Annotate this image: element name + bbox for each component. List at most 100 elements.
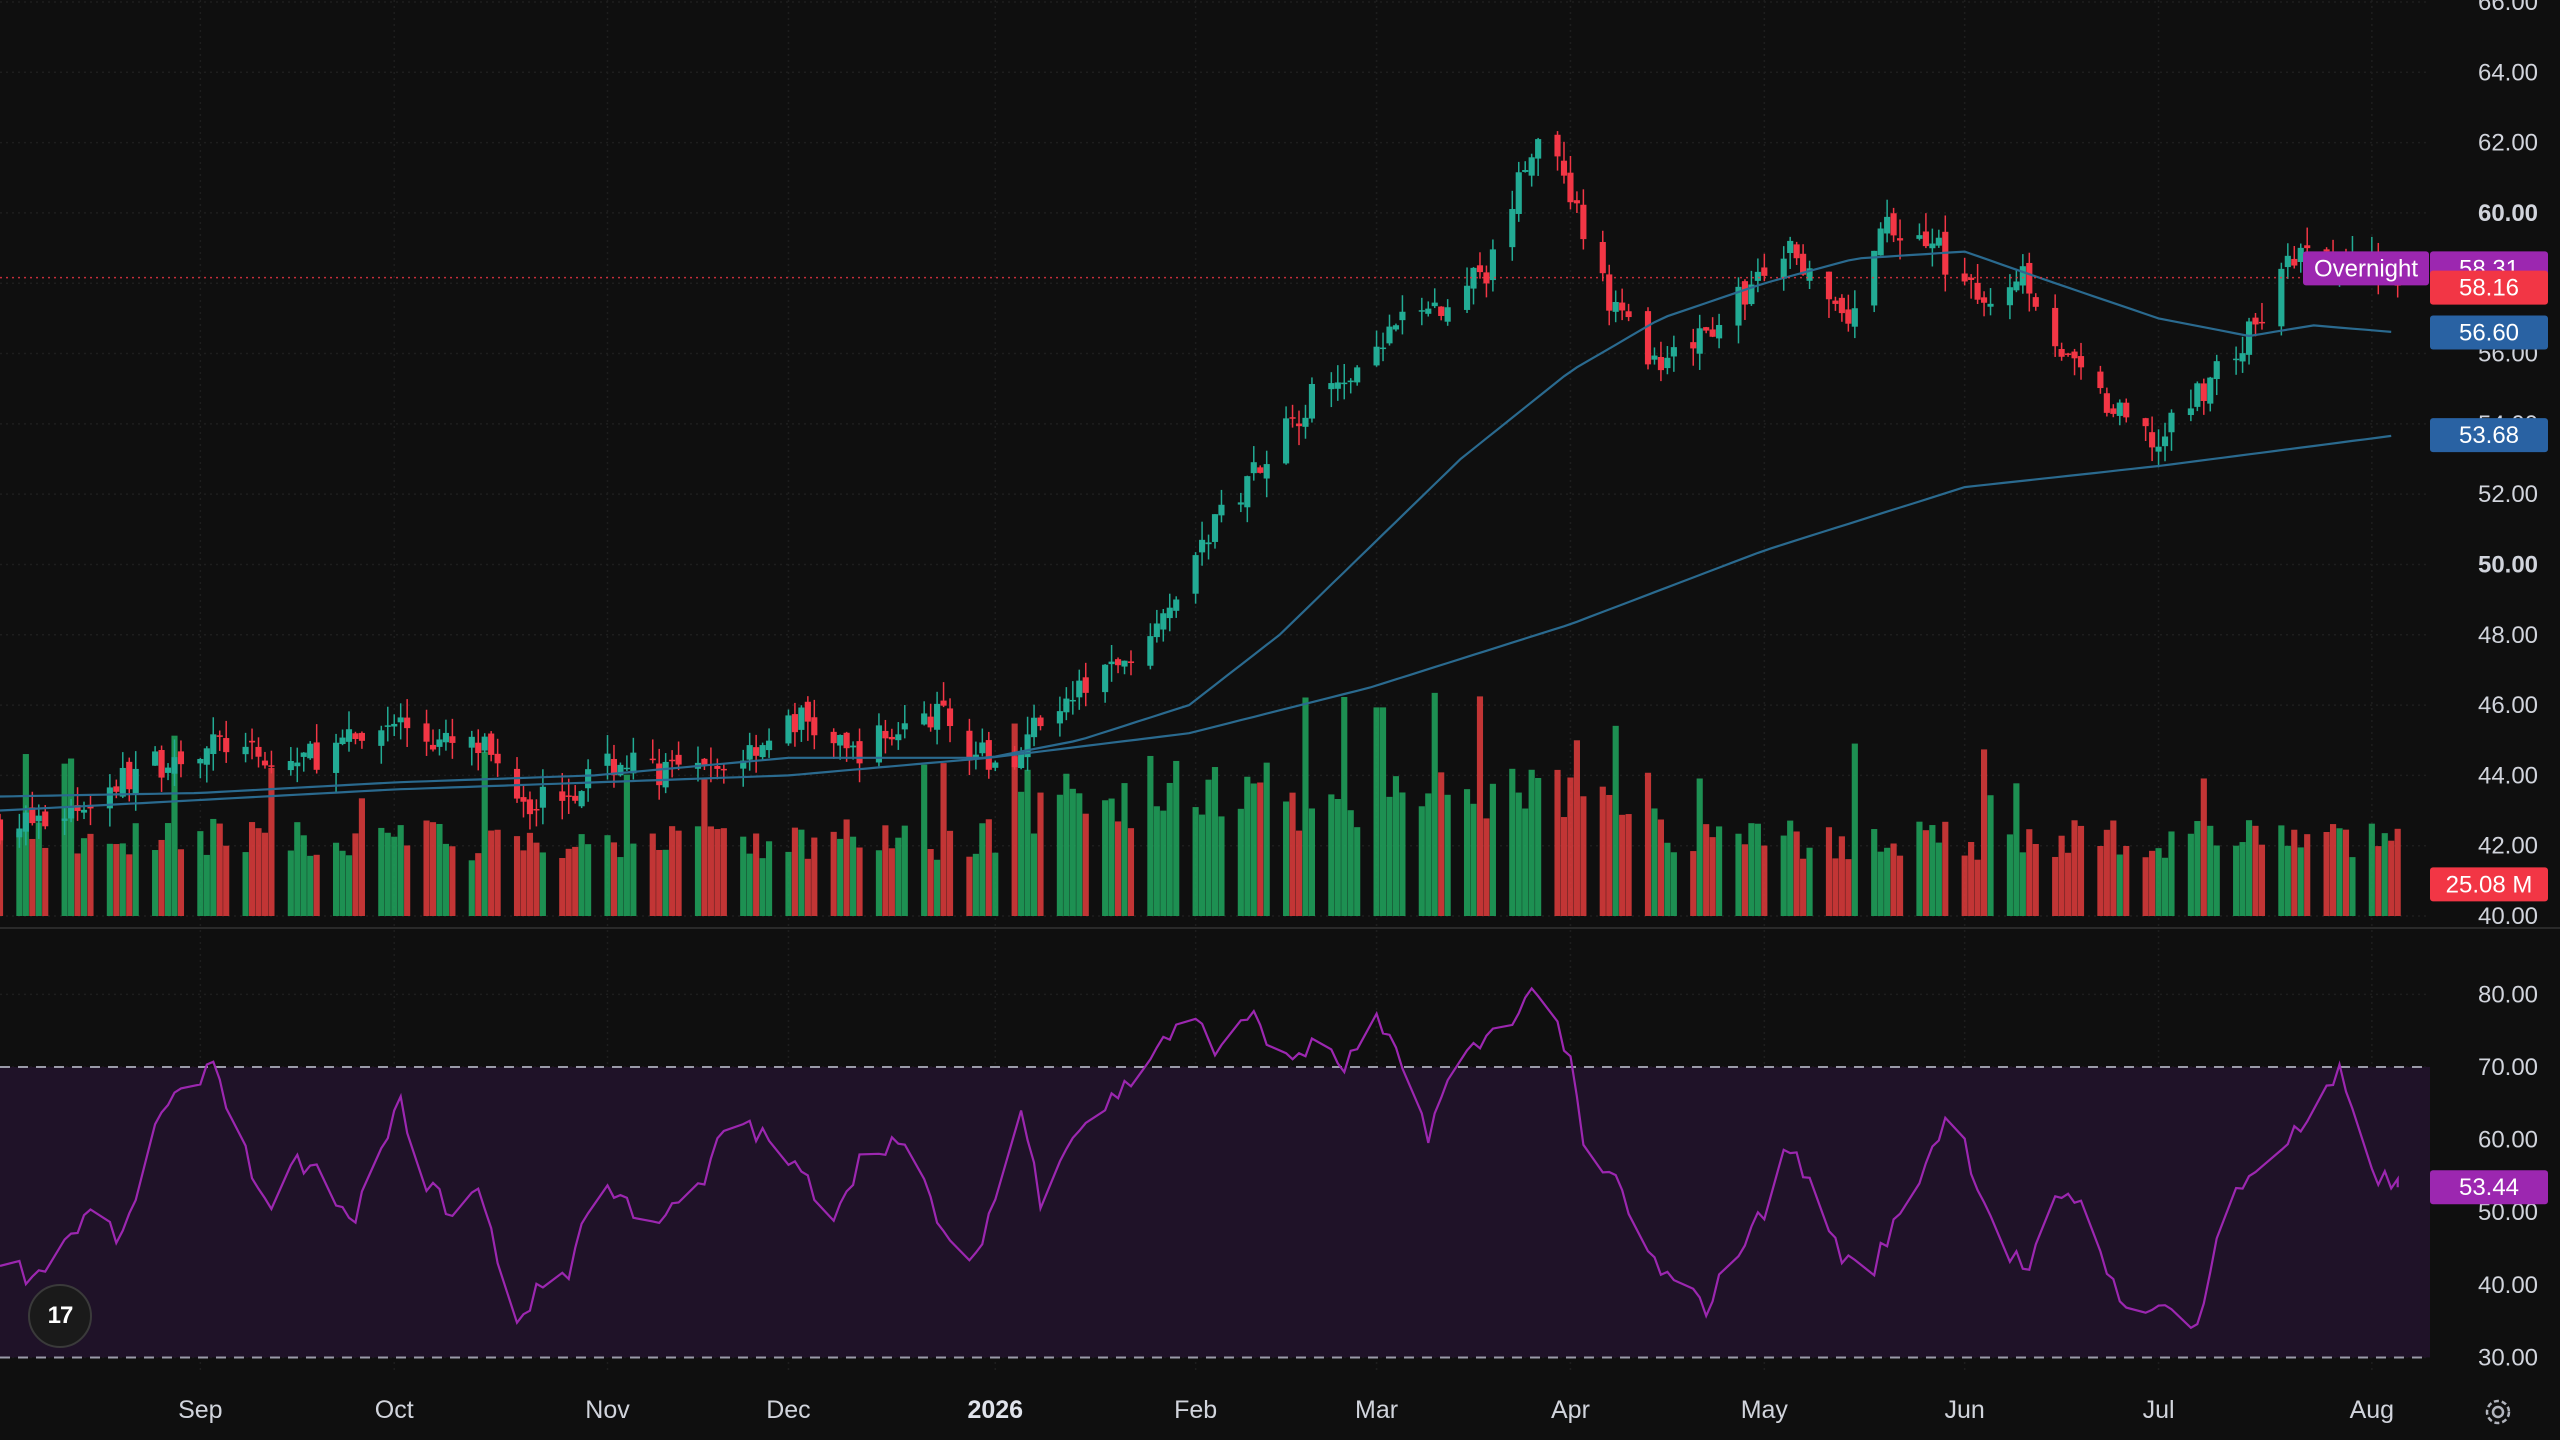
volume-bar [623, 774, 630, 916]
candle-body [714, 766, 721, 769]
volume-bar [1916, 821, 1923, 916]
volume-bar [1580, 796, 1587, 916]
candle-body [68, 807, 75, 819]
volume-bar [1871, 829, 1878, 916]
volume-bar [740, 836, 747, 916]
volume-bar [1199, 814, 1206, 916]
volume-bar [759, 858, 766, 916]
volume-bar [649, 833, 656, 916]
candle-body [1735, 286, 1742, 326]
volume-bar [1528, 769, 1535, 916]
volume-bar [1851, 743, 1858, 916]
volume-bar [1289, 792, 1296, 916]
candle-body [1787, 240, 1794, 254]
candle-body [378, 730, 385, 746]
candle-body [785, 715, 792, 744]
volume-bar [2149, 850, 2156, 916]
volume-bar [2123, 845, 2130, 916]
candle-body [1192, 555, 1199, 594]
candle-body [1793, 244, 1800, 259]
moving-averages [0, 250, 2392, 812]
candle-body [1354, 367, 1361, 383]
volume-bar [791, 827, 798, 916]
candle-body [0, 819, 4, 841]
volume-bar [2013, 783, 2020, 916]
volume-bar [1644, 772, 1652, 916]
volume-bar [2200, 778, 2207, 916]
tradingview-logo[interactable]: 17 [28, 1284, 92, 1348]
candle-body [1754, 271, 1761, 281]
volume-badge-text: 25.08 M [2446, 871, 2533, 898]
candle-body [1463, 285, 1471, 310]
volume-bar [1735, 833, 1742, 916]
time-tick-label: Oct [375, 1396, 414, 1424]
candle-body [798, 707, 805, 730]
candle-body [287, 761, 294, 771]
candle-body [585, 769, 592, 789]
candle-body [2077, 356, 2085, 368]
volume-bar [856, 847, 863, 916]
volume-bar [2336, 828, 2343, 916]
volume-bar [216, 823, 223, 916]
volume-bar [1192, 807, 1199, 916]
candle-body [675, 754, 682, 765]
volume-bar [656, 849, 663, 916]
candle-body [882, 730, 889, 739]
candle-body [850, 745, 857, 748]
volume-bar [1664, 842, 1671, 916]
volume-bar [1308, 808, 1316, 916]
volume-bar [352, 833, 359, 916]
rsi-band-lines [0, 1065, 2430, 1359]
price-tick-label: 60.00 [2478, 200, 2538, 227]
volume-bar [2142, 857, 2149, 916]
time-axis[interactable]: Sep Oct Nov Dec 2026 Feb Mar Apr May Jun Jul Aug [178, 1396, 2394, 1424]
price-tick-label: 62.00 [2478, 130, 2538, 157]
volume-bar [2284, 845, 2291, 916]
candle-body [2291, 258, 2298, 266]
volume-bar [488, 830, 495, 916]
volume-bar [934, 859, 941, 916]
candle-body [1709, 329, 1716, 337]
volume-bar [850, 836, 857, 916]
volume-bar [2194, 821, 2201, 916]
moving-average-line-1 [0, 250, 2392, 798]
volume-bar [2155, 848, 2162, 916]
candle-body [2207, 377, 2214, 404]
volume-bar [572, 846, 579, 916]
candle-body [2123, 402, 2130, 418]
volume-bar [2233, 845, 2240, 916]
volume-bar [1237, 808, 1244, 916]
volume-bar [384, 832, 391, 916]
volume-bar [313, 854, 320, 916]
candle-body [1082, 677, 1089, 693]
candle-body [1425, 308, 1432, 314]
candle-body [261, 760, 269, 766]
candle-body [966, 730, 973, 761]
gear-icon[interactable] [2478, 1392, 2518, 1432]
time-tick-label: Dec [766, 1396, 810, 1424]
time-tick-label: Nov [585, 1396, 630, 1424]
volume-bar [662, 849, 669, 916]
volume-bar [1263, 762, 1270, 916]
candle-body [1896, 238, 1904, 241]
moving-average-line-2 [0, 434, 2392, 812]
candle-body [436, 739, 443, 747]
candle-body [132, 768, 139, 794]
time-tick-label: Mar [1355, 1396, 1398, 1424]
time-tick-label: Feb [1174, 1396, 1217, 1424]
candle-body [1295, 423, 1303, 427]
volume-bar [1606, 794, 1613, 916]
volume-bar [1612, 725, 1619, 916]
volume-bar [837, 838, 844, 916]
volume-bar [1968, 842, 1975, 916]
volume-bar [332, 842, 340, 916]
candle-body [1431, 302, 1438, 307]
candle-body [1690, 342, 1697, 349]
rsi-tick-label: 40.00 [2478, 1272, 2538, 1299]
candle-body [1522, 170, 1529, 172]
volume-bar [429, 822, 437, 916]
candle-body [1444, 307, 1451, 322]
volume-bar [927, 849, 934, 916]
